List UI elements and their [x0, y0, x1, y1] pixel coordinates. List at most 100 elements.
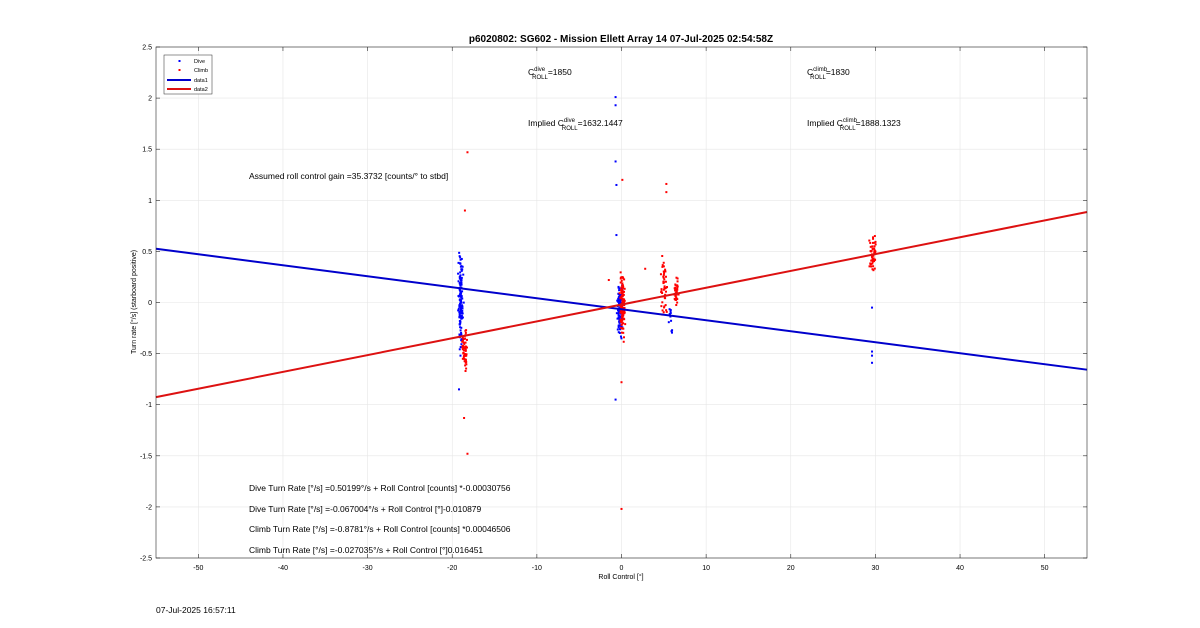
legend: Dive Climb data1 data2 — [163, 54, 213, 95]
annotations: Cdive ROLL=1850 Cclimb ROLL=1830 Implied C… — [249, 67, 901, 555]
dive-point — [458, 255, 461, 258]
climb-point — [618, 292, 621, 295]
x-tick-label: -10 — [532, 565, 542, 572]
climb-point — [621, 178, 624, 181]
climb-point — [871, 256, 874, 259]
climb-point — [463, 354, 466, 357]
climb-point — [662, 276, 665, 279]
climb-point — [661, 255, 664, 258]
dive-point — [460, 304, 463, 307]
dive-point — [461, 316, 464, 319]
dive-point — [460, 277, 463, 280]
dive-point — [618, 298, 621, 301]
dive-point — [670, 319, 673, 322]
dive-point — [457, 309, 460, 312]
climb-point — [871, 268, 874, 271]
climb-point — [663, 278, 666, 281]
climb-point — [872, 254, 875, 257]
dive-point — [460, 283, 463, 286]
dive-point — [461, 312, 464, 315]
dive-point — [458, 251, 461, 254]
dive-point — [458, 333, 461, 336]
climb-point — [661, 292, 664, 295]
dive-point — [459, 346, 462, 349]
climb-point — [624, 323, 627, 326]
climb-point — [623, 290, 626, 293]
climb-point — [621, 276, 624, 279]
climb-point — [464, 347, 467, 350]
climb-point — [464, 345, 467, 348]
climb-point — [621, 289, 624, 292]
climb-point — [675, 304, 678, 307]
dive-point — [619, 301, 622, 304]
series-data1-line — [155, 247, 1088, 371]
dive-point — [459, 271, 462, 274]
dive-point — [458, 316, 461, 319]
climb-point — [676, 287, 679, 290]
dive-point — [460, 317, 463, 320]
dive-point — [618, 287, 621, 290]
climb-point — [464, 364, 467, 367]
x-tick-label: -20 — [447, 565, 457, 572]
climb-point — [674, 283, 677, 286]
dive-point — [618, 295, 621, 298]
dive-point — [458, 277, 461, 280]
climb-point — [869, 263, 872, 266]
climb-point — [621, 310, 624, 313]
dive-point — [459, 283, 462, 286]
climb-point — [677, 293, 680, 296]
dive-point — [616, 317, 619, 320]
climb-point — [622, 285, 625, 288]
y-tick-label: 2.5 — [142, 45, 152, 52]
x-tick-label: -50 — [193, 565, 203, 572]
implied-dive-annotation: Implied Cdive ROLL=1632.1447 — [528, 118, 623, 132]
y-tick-label: -1.5 — [140, 453, 152, 460]
legend-climb-label: Climb — [194, 68, 208, 74]
climb-point — [622, 294, 625, 297]
dive-point — [618, 324, 621, 327]
climb-point — [664, 268, 667, 271]
dive-point — [616, 328, 619, 331]
climb-point — [620, 331, 623, 334]
dive-point — [460, 268, 463, 271]
climb-point — [662, 261, 665, 264]
climb-point — [463, 342, 466, 345]
dive-point — [620, 337, 623, 340]
climb-point — [870, 250, 873, 253]
dive-point — [617, 299, 620, 302]
dive-point — [460, 299, 463, 302]
dive-point — [458, 305, 461, 308]
dive-point — [460, 269, 463, 272]
dive-point — [667, 321, 670, 324]
chart-title: p6020802: SG602 - Mission Ellett Array 1… — [469, 34, 773, 45]
dive-point — [460, 306, 463, 309]
dive-point — [671, 329, 674, 332]
dive-point — [458, 319, 461, 322]
equation-climb-counts: Climb Turn Rate [°/s] =-0.8781°/s + Roll… — [249, 524, 511, 534]
climb-point — [619, 320, 622, 323]
climb-point — [676, 280, 679, 283]
climb-point — [665, 309, 668, 312]
dive-point — [617, 300, 620, 303]
climb-point — [621, 297, 624, 300]
dive-point — [618, 310, 621, 313]
dive-point — [460, 326, 463, 329]
legend-data1-label: data1 — [194, 78, 208, 84]
dive-point — [457, 388, 460, 391]
climb-point — [869, 245, 872, 248]
series-climb-points — [461, 151, 877, 510]
climb-point — [664, 290, 667, 293]
dive-point — [458, 348, 461, 351]
dive-point — [459, 329, 462, 332]
climb-point — [872, 237, 875, 240]
dive-point — [461, 305, 464, 308]
dive-point — [459, 321, 462, 324]
climb-point — [464, 349, 467, 352]
dive-point — [457, 295, 460, 298]
dive-point — [460, 281, 463, 284]
dive-point — [616, 299, 619, 302]
footer-timestamp: 07-Jul-2025 16:57:11 — [156, 605, 236, 615]
climb-point — [868, 239, 871, 242]
climb-point — [621, 290, 624, 293]
climb-point — [868, 265, 871, 268]
